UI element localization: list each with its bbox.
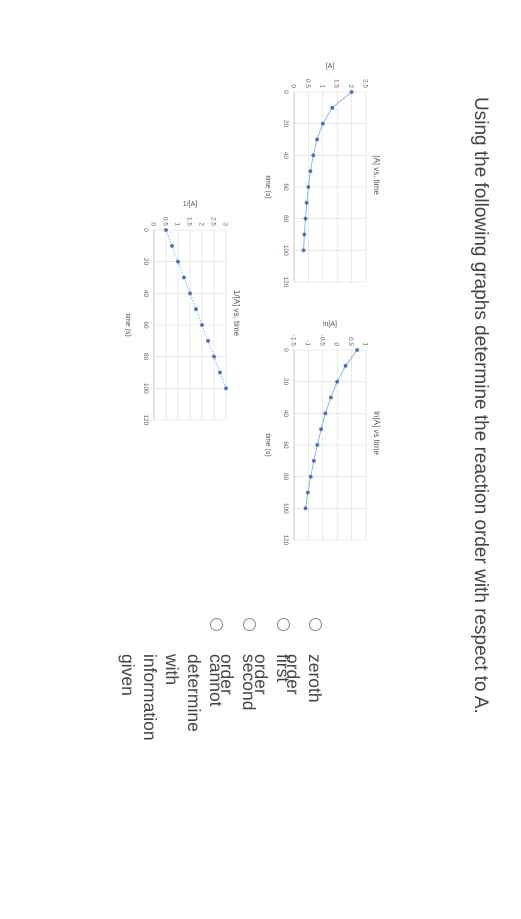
data-point (303, 216, 308, 221)
data-point (319, 427, 323, 432)
y-tick-label: -1 (304, 340, 311, 346)
data-point (302, 232, 307, 237)
data-point (328, 395, 333, 400)
x-tick-label: 120 (282, 535, 289, 546)
data-point (335, 379, 340, 384)
y-tick-label: 0 (290, 84, 297, 88)
x-axis-label: time (s) (264, 433, 271, 456)
data-point (206, 338, 210, 343)
x-tick-label: 0 (282, 348, 289, 352)
y-tick-label: 1.5 (333, 79, 340, 88)
x-tick-label: 20 (142, 258, 149, 266)
chart-ln-a-vs-time: ln[A] vs time -1.5 -1 -0.5 0 0.5 1 0 20 40 60 80 100… (261, 318, 386, 548)
y-tick-label: -1.5 (290, 335, 297, 347)
data-point (218, 370, 222, 375)
data-point (304, 200, 309, 205)
x-tick-label: 60 (282, 183, 289, 191)
chart-svg: 1/[A] vs. time 0 0.5 1 1.5 2 2.5 3 0 20 40 60 80 100 1… (124, 201, 241, 426)
x-tick-label: 20 (282, 120, 289, 128)
radio-button[interactable] (210, 618, 223, 631)
option-label: cannot determine with information given (118, 654, 226, 741)
data-point (308, 169, 313, 174)
data-point (311, 458, 316, 463)
chart-title: ln[A] vs time (372, 411, 381, 455)
x-axis-label: time (s) (124, 313, 131, 336)
x-tick-label: 80 (282, 215, 289, 223)
radio-button[interactable] (277, 618, 290, 631)
data-point (194, 307, 198, 312)
x-tick-label: 100 (282, 245, 289, 256)
question-text: Using the following graphs determine the… (470, 97, 491, 714)
data-point (200, 323, 204, 327)
data-point (315, 137, 319, 142)
data-point (323, 411, 328, 416)
chart-title: [A] vs. time (372, 155, 381, 195)
x-tick-label: 120 (142, 415, 149, 426)
y-tick-label: 0.5 (162, 217, 169, 226)
chart-svg: [A] vs. time 0 0.5 1 1.5 2 2.5 0 20 40 60 80 100 120 t… (264, 63, 381, 288)
x-tick-label: 20 (282, 378, 289, 386)
data-point (349, 90, 354, 94)
y-tick-label: 1 (318, 84, 325, 88)
y-tick-label: 2 (347, 84, 354, 88)
chart-svg: ln[A] vs time -1.5 -1 -0.5 0 0.5 1 0 20 40 60 80 100… (264, 321, 381, 546)
y-tick-label: 1 (174, 222, 181, 226)
data-point (164, 228, 168, 232)
y-axis-label: ln[A] (323, 321, 337, 328)
radio-button[interactable] (243, 618, 256, 631)
data-point (182, 275, 186, 280)
data-point (343, 363, 348, 368)
data-point (303, 506, 308, 511)
x-tick-label: 40 (282, 152, 289, 160)
data-point (170, 243, 174, 248)
y-axis-label: [A] (326, 63, 335, 70)
y-tick-label: 0.5 (347, 337, 354, 346)
data-point (176, 259, 180, 264)
data-point (330, 105, 335, 110)
x-tick-label: 40 (282, 410, 289, 418)
data-point (301, 248, 306, 253)
y-tick-label: 1.5 (186, 217, 193, 226)
y-axis-label: 1/[A] (183, 201, 197, 208)
y-tick-label: 2 (198, 222, 205, 226)
y-tick-label: 0 (333, 342, 340, 346)
y-tick-label: 2.5 (362, 79, 369, 88)
y-tick-label: 3 (222, 222, 229, 226)
y-tick-label: 2.5 (210, 217, 217, 226)
chart-inverse-a-vs-time: 1/[A] vs. time 0 0.5 1 1.5 2 2.5 3 0 20 40 60 80 100 1… (121, 198, 246, 428)
data-point (320, 121, 325, 126)
y-tick-label: 0 (150, 222, 157, 226)
data-point (355, 348, 359, 352)
y-tick-label: 1 (362, 342, 369, 346)
data-point (311, 153, 316, 158)
y-tick-label: -0.5 (318, 335, 325, 347)
data-point (308, 474, 313, 479)
chart-a-vs-time: [A] vs. time 0 0.5 1 1.5 2 2.5 0 20 40 60 80 100 120 t… (261, 60, 386, 290)
data-point (212, 354, 216, 359)
x-tick-label: 80 (142, 353, 149, 361)
x-tick-label: 60 (282, 441, 289, 449)
x-tick-label: 100 (282, 503, 289, 514)
data-point (306, 185, 311, 189)
x-tick-label: 120 (282, 277, 289, 288)
x-tick-label: 60 (142, 321, 149, 329)
x-tick-label: 80 (282, 473, 289, 481)
y-tick-label: 0.5 (304, 79, 311, 88)
x-tick-label: 0 (282, 90, 289, 94)
series-line (305, 349, 358, 509)
data-point (315, 443, 320, 447)
x-axis-label: time (s) (264, 175, 271, 198)
data-point (188, 291, 192, 296)
data-point (305, 490, 310, 495)
x-tick-label: 40 (142, 290, 149, 298)
option-cannot-determine[interactable]: cannot determine with information given (117, 618, 227, 741)
radio-button[interactable] (309, 618, 322, 631)
data-point (224, 386, 228, 391)
x-tick-label: 100 (142, 383, 149, 394)
x-tick-label: 0 (142, 228, 149, 232)
chart-title: 1/[A] vs. time (232, 290, 241, 337)
